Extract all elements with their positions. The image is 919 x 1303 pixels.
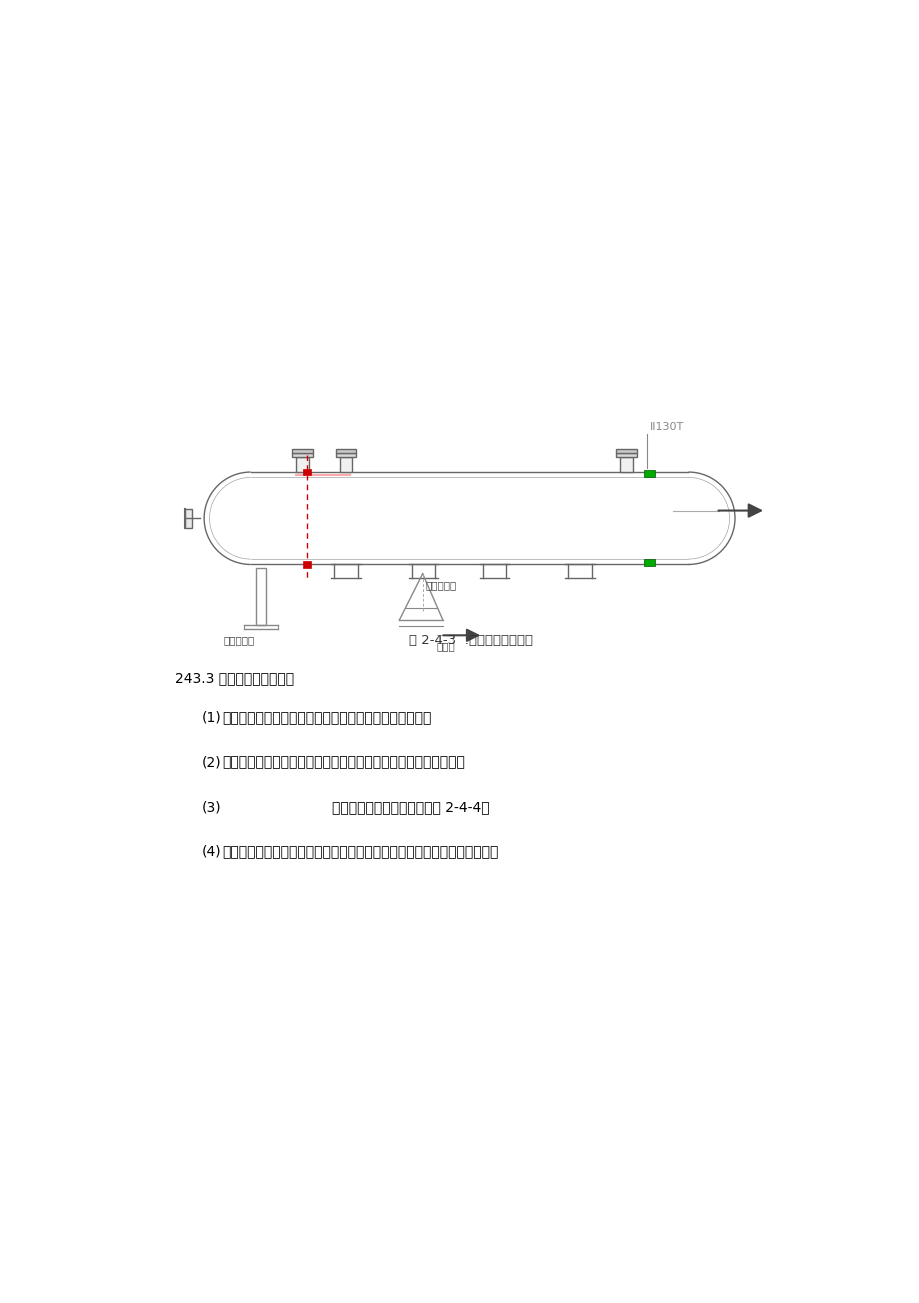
Bar	[292, 450, 312, 453]
Text: 千斤重支架: 千斤重支架	[223, 636, 255, 645]
Text: (4): (4)	[201, 844, 221, 859]
Bar	[643, 470, 654, 477]
Text: II130T: II130T	[649, 422, 683, 433]
Text: (2): (2)	[201, 756, 221, 769]
Bar	[616, 453, 636, 456]
Bar	[185, 509, 192, 528]
Text: 换热器水平度以设备两侧水平方位线为主，法兰口为辅进行调整。: 换热器水平度以设备两侧水平方位线为主，法兰口为辅进行调整。	[221, 756, 464, 769]
Bar	[255, 568, 266, 624]
Bar	[292, 453, 312, 456]
Text: 243.3 换热器的找正、找平: 243.3 换热器的找正、找平	[176, 671, 294, 684]
Text: 换热器支架: 换热器支架	[425, 580, 457, 590]
Bar	[335, 453, 356, 456]
Text: 辊轮车: 辊轮车	[437, 641, 455, 652]
Bar	[296, 456, 309, 472]
Text: 换热器的找正、找平示意见图 2-4-4。: 换热器的找正、找平示意见图 2-4-4。	[332, 800, 489, 814]
Text: 设备安装标高以设备支座底面对应基础标高线进行调整。: 设备安装标高以设备支座底面对应基础标高线进行调整。	[221, 710, 431, 724]
Bar	[619, 456, 632, 472]
Bar	[335, 450, 356, 453]
Bar	[339, 456, 352, 472]
Bar	[643, 559, 654, 567]
Text: 换热器的标高和水平度调整，不得用紧固或放松地脚螺栓的方法进行调整。: 换热器的标高和水平度调整，不得用紧固或放松地脚螺栓的方法进行调整。	[221, 844, 498, 859]
Text: (3): (3)	[201, 800, 221, 814]
Bar	[616, 450, 636, 453]
Bar	[303, 469, 311, 476]
Text: (1): (1)	[201, 710, 221, 724]
Bar	[303, 562, 311, 568]
Text: 图 2-4-3  :换热器拆除示意图: 图 2-4-3 :换热器拆除示意图	[409, 633, 533, 646]
